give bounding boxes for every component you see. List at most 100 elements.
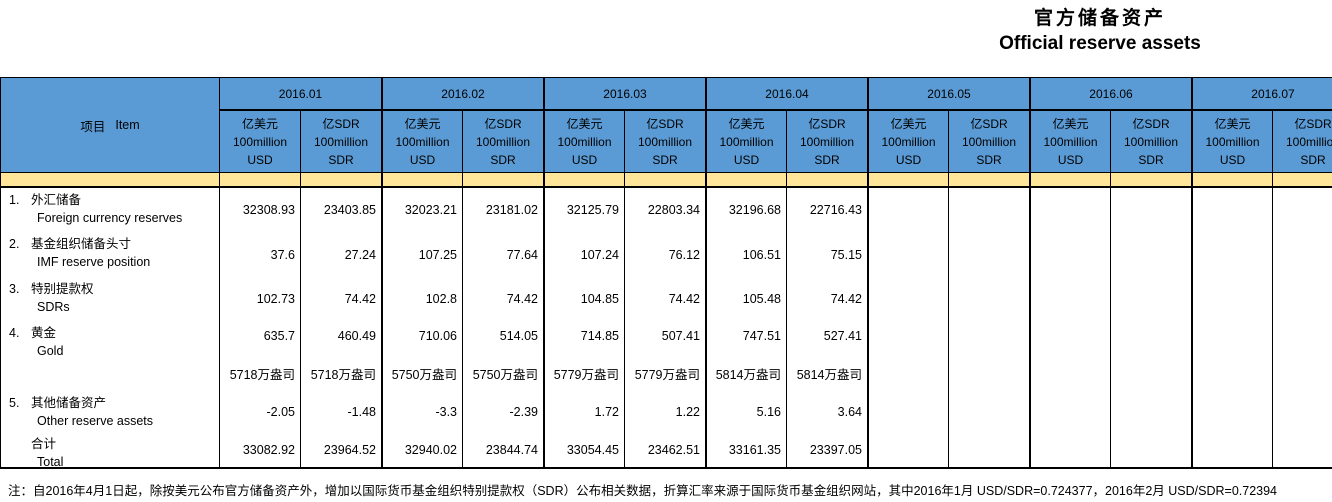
unit-header-line: SDR [976,153,1002,167]
value-cell-r5-c13 [1191,391,1272,432]
row-label-total: 合计 Total [1,432,219,467]
unit-header-line: 100million [557,135,612,149]
unit-header-line: 亿SDR [1132,117,1170,131]
band-cell [948,173,1029,188]
value-cell-r5-c9 [867,391,948,432]
unit-header-line: 亿SDR [808,117,846,131]
band-cell [381,173,462,188]
row-label-en: Gold [37,344,64,358]
unit-header-line: USD [1057,153,1084,167]
row-label-en: Other reserve assets [37,414,154,428]
value-cell-r1-c11 [1029,188,1110,232]
value-cell-r3-c14 [1272,277,1332,321]
value-cell-r3-c13 [1191,277,1272,321]
band-cell [300,173,381,188]
value-cell-r4-c7: 747.51 5814万盎司 [705,321,786,391]
unit-header-line: 亿美元 [241,117,278,131]
unit-header-sdr: 亿SDR 100million SDR [948,111,1029,173]
value-cell-r6-c13 [1191,432,1272,467]
row-label-gold: 4. 黄金 Gold [1,321,219,391]
value-cell-r6-c2: 23964.52 [300,432,381,467]
unit-header-line: 100million [881,135,936,149]
unit-header-line: 亿美元 [566,117,603,131]
month-header-2016.01: 2016.01 [219,78,381,111]
band-cell [624,173,705,188]
month-header-2016.03: 2016.03 [543,78,705,111]
unit-header-usd: 亿美元 100million USD [1191,111,1272,173]
unit-header-line: USD [895,153,922,167]
band-cell [1110,173,1191,188]
gold-ounces-value: 5718万盎司 [310,368,376,382]
row-label-zh-line: 5. 其他储备资产 [1,394,219,412]
value-cell-r4-c2: 460.49 5718万盎司 [300,321,381,391]
month-header-2016.07: 2016.07 [1191,78,1332,111]
unit-header-line: SDR [490,153,516,167]
value-cell-r3-c6: 74.42 [624,277,705,321]
unit-header-line: 亿SDR [1294,117,1332,131]
band-cell [1191,173,1272,188]
value-cell-r1-c13 [1191,188,1272,232]
unit-header-line: 100million [719,135,774,149]
row-label-zh-line: 4. 黄金 [1,324,219,342]
row-label-foreign-currency-reserves: 1. 外汇储备 Foreign currency reserves [1,188,219,232]
month-header-2016.05: 2016.05 [867,78,1029,111]
title-chinese: 官方储备资产 [1033,7,1166,29]
value-cell-r5-c5: 1.72 [543,391,624,432]
value-cell-r6-c8: 23397.05 [786,432,867,467]
gold-value: 460.49 [337,329,376,343]
value-cell-r5-c2: -1.48 [300,391,381,432]
unit-header-line: 亿SDR [322,117,360,131]
value-cell-r2-c6: 76.12 [624,232,705,277]
unit-header-sdr: 亿SDR 100million SDR [624,111,705,173]
value-cell-r3-c5: 104.85 [543,277,624,321]
row-label-zh: 基金组织储备头寸 [31,237,132,251]
unit-header-line: 亿美元 [1214,117,1251,131]
item-header: 项目 Item [1,78,219,173]
unit-header-line: 亿美元 [404,117,441,131]
unit-header-line: 100million [232,135,288,149]
unit-header-line: 100million [799,135,855,149]
band-cell [462,173,543,188]
value-cell-r2-c2: 27.24 [300,232,381,277]
title-english: Official reserve assets [999,33,1201,54]
value-cell-r6-c6: 23462.51 [624,432,705,467]
value-cell-r4-c13 [1191,321,1272,391]
unit-header-line: 亿SDR [970,117,1008,131]
value-cell-r4-c9 [867,321,948,391]
unit-header-usd: 亿美元 100million USD [219,111,300,173]
row-label-zh-line: 2. 基金组织储备头寸 [1,235,219,253]
value-cell-r4-c8: 527.41 5814万盎司 [786,321,867,391]
unit-header-line: USD [1219,153,1246,167]
value-cell-r2-c9 [867,232,948,277]
value-cell-r4-c4: 514.05 5750万盎司 [462,321,543,391]
value-cell-r5-c14 [1272,391,1332,432]
unit-header-line: USD [409,153,436,167]
gold-value: 527.41 [823,329,862,343]
unit-header-line: 亿SDR [484,117,522,131]
row-number: 1. [9,193,20,207]
value-cell-r1-c6: 22803.34 [624,188,705,232]
row-label-zh: 合计 [31,437,57,451]
unit-header-usd: 亿美元 100million USD [1029,111,1110,173]
unit-header-usd: 亿美元 100million USD [705,111,786,173]
value-cell-r1-c5: 32125.79 [543,188,624,232]
reserve-assets-table: 项目 Item 2016.01 2016.02 2016.03 2016.04 2016… [0,77,1332,469]
value-cell-r4-c3: 710.06 5750万盎司 [381,321,462,391]
value-cell-r3-c2: 74.42 [300,277,381,321]
gold-value: 710.06 [418,329,457,343]
value-cell-r1-c2: 23403.85 [300,188,381,232]
gold-ounces-value: 5718万盎司 [229,368,295,382]
value-cell-r5-c3: -3.3 [381,391,462,432]
gold-value: 514.05 [499,329,538,343]
value-cell-r6-c10 [948,432,1029,467]
row-label-zh-line: 合计 [1,435,219,453]
band-cell [1029,173,1110,188]
row-label-other-reserve-assets: 5. 其他储备资产 Other reserve assets [1,391,219,432]
unit-header-line: 亿SDR [646,117,684,131]
row-label-en: Foreign currency reserves [37,211,183,225]
band-cell [786,173,867,188]
value-cell-r3-c11 [1029,277,1110,321]
value-cell-r4-c6: 507.41 5779万盎司 [624,321,705,391]
band-cell-item [1,173,219,188]
